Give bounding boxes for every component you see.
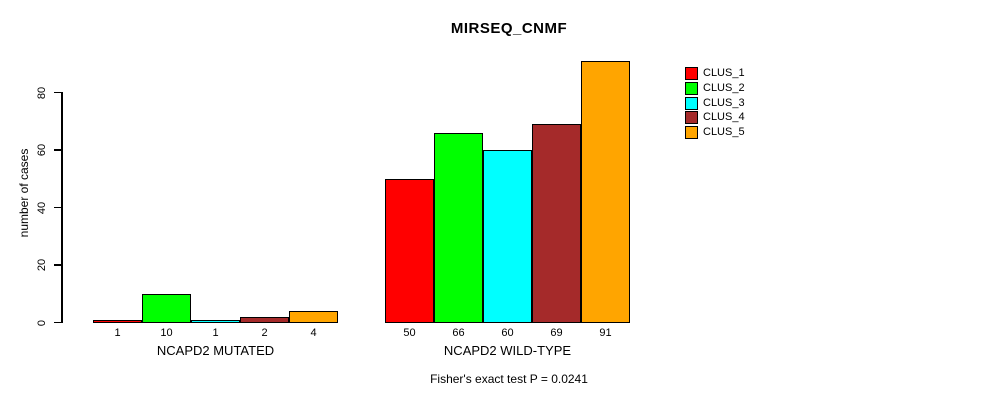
bar-clus_2-mutated xyxy=(142,293,191,323)
legend-label-clus_4: CLUS_4 xyxy=(703,111,745,124)
x-group-label-mutated: NCAPD2 MUTATED xyxy=(156,343,275,358)
legend-swatch-clus_4 xyxy=(685,111,698,125)
bar-clus_1-wild-type xyxy=(385,178,434,323)
bar-value-label-clus_2-mutated: 10 xyxy=(160,327,173,339)
legend-label-clus_5: CLUS_5 xyxy=(703,126,745,138)
bar-value-label-clus_2-wild-type: 66 xyxy=(452,327,465,339)
legend-label-clus_3: CLUS_3 xyxy=(703,96,745,109)
legend-swatch-clus_1 xyxy=(685,67,698,80)
y-axis-tick xyxy=(54,264,61,266)
y-axis-tick-label: 80 xyxy=(36,86,48,99)
y-axis-tick-label: 0 xyxy=(36,319,48,326)
bar-clus_2-wild-type xyxy=(434,132,483,323)
bar-clus_4-mutated xyxy=(240,316,289,323)
x-group-label-wild-type: NCAPD2 WILD-TYPE xyxy=(443,343,572,358)
y-axis-line xyxy=(61,92,63,323)
y-axis-tick xyxy=(54,149,61,151)
y-axis-label: number of cases xyxy=(17,148,31,238)
legend-swatch-clus_2 xyxy=(685,81,698,95)
bar-value-label-clus_3-wild-type: 60 xyxy=(501,327,514,339)
bar-value-label-clus_4-mutated: 2 xyxy=(261,327,268,339)
y-axis-tick-label: 40 xyxy=(36,201,48,214)
y-axis-tick-label: 20 xyxy=(36,258,48,272)
y-axis-tick xyxy=(54,321,61,324)
bar-value-label-clus_5-mutated: 4 xyxy=(310,327,317,339)
legend-label-clus_2: CLUS_2 xyxy=(703,81,745,94)
legend-swatch-clus_3 xyxy=(685,96,698,110)
bar-value-label-clus_5-wild-type: 91 xyxy=(599,327,612,339)
legend-label-clus_1: CLUS_1 xyxy=(703,67,745,79)
bar-clus_5-mutated xyxy=(289,311,338,323)
chart-title: MIRSEQ_CNMF xyxy=(450,20,568,37)
bar-value-label-clus_1-mutated: 1 xyxy=(114,327,121,339)
bar-clus_5-wild-type xyxy=(581,60,630,323)
bar-clus_1-mutated xyxy=(93,319,142,323)
bar-clus_3-mutated xyxy=(191,319,240,323)
bar-value-label-clus_1-wild-type: 50 xyxy=(403,327,416,339)
y-axis-tick xyxy=(54,206,61,209)
bar-value-label-clus_4-wild-type: 69 xyxy=(550,327,563,339)
y-axis-tick-label: 60 xyxy=(36,143,48,157)
y-axis-tick xyxy=(54,91,61,94)
bar-clus_4-wild-type xyxy=(532,124,581,323)
bar-clus_3-wild-type xyxy=(483,150,532,323)
legend-swatch-clus_5 xyxy=(685,126,698,139)
bar-value-label-clus_3-mutated: 1 xyxy=(212,327,219,339)
fisher-test-annotation: Fisher's exact test P = 0.0241 xyxy=(430,372,588,386)
